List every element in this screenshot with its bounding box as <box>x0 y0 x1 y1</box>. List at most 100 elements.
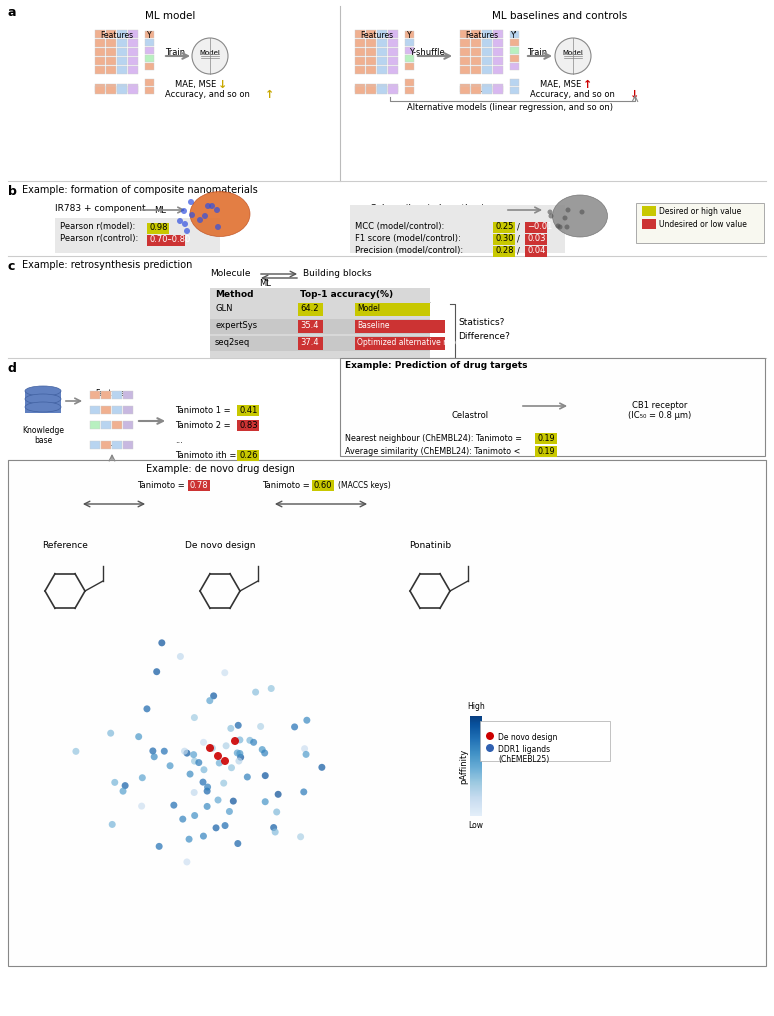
Circle shape <box>303 751 310 758</box>
Bar <box>366 57 376 65</box>
Circle shape <box>300 788 307 796</box>
Bar <box>123 421 133 429</box>
Text: Y-shuffle: Y-shuffle <box>409 48 445 57</box>
Text: d: d <box>8 362 17 375</box>
Bar <box>145 55 154 62</box>
Bar <box>145 79 154 86</box>
Bar <box>493 246 515 257</box>
Text: −0.01: −0.01 <box>527 223 553 231</box>
Bar <box>493 57 503 65</box>
Circle shape <box>122 782 128 789</box>
Circle shape <box>135 734 142 741</box>
Text: Method: Method <box>215 290 254 299</box>
Circle shape <box>318 764 325 771</box>
Text: Model: Model <box>563 50 584 56</box>
Bar <box>117 48 127 56</box>
Text: (ChEMEBL25): (ChEMEBL25) <box>498 755 550 764</box>
Circle shape <box>228 724 235 732</box>
Bar <box>525 246 547 257</box>
Circle shape <box>186 836 193 842</box>
Text: Accuracy, and so on: Accuracy, and so on <box>165 90 250 99</box>
Bar <box>493 66 503 74</box>
Circle shape <box>107 729 115 737</box>
Bar <box>106 39 116 47</box>
Text: Difference?: Difference? <box>458 332 510 341</box>
Bar <box>145 39 154 46</box>
Text: ↓: ↓ <box>630 90 639 100</box>
Bar <box>355 86 365 94</box>
Bar <box>355 39 365 47</box>
Text: Tanimoto 2 =: Tanimoto 2 = <box>175 421 233 430</box>
Circle shape <box>200 778 207 785</box>
Circle shape <box>235 721 241 728</box>
Bar <box>405 79 414 86</box>
Text: Accuracy, and so on: Accuracy, and so on <box>530 90 615 99</box>
Bar <box>471 66 481 74</box>
Text: 0.98: 0.98 <box>149 223 167 232</box>
Bar <box>355 337 445 350</box>
Bar <box>123 465 133 473</box>
Circle shape <box>234 750 241 757</box>
Text: ...: ... <box>175 436 183 445</box>
Circle shape <box>73 748 80 755</box>
Bar <box>510 87 519 94</box>
Bar <box>90 465 100 473</box>
Text: ↑: ↑ <box>265 90 274 100</box>
Text: ML: ML <box>516 206 528 215</box>
Bar <box>117 86 127 94</box>
Text: Average similarity (ChEMBL24): Tanimoto <: Average similarity (ChEMBL24): Tanimoto … <box>345 447 523 456</box>
Bar <box>471 84 481 92</box>
Circle shape <box>486 732 494 740</box>
Text: 0.04: 0.04 <box>527 246 546 255</box>
Bar <box>90 406 100 414</box>
Text: F1 score (model/control):: F1 score (model/control): <box>355 234 461 243</box>
Bar <box>377 39 387 47</box>
Bar <box>460 86 470 94</box>
Text: 0.03: 0.03 <box>527 234 546 243</box>
Text: Reference: Reference <box>42 541 88 550</box>
Bar <box>95 86 105 94</box>
Circle shape <box>195 759 202 766</box>
Text: 37.4: 37.4 <box>300 338 319 347</box>
Circle shape <box>557 225 563 230</box>
Bar <box>95 84 105 92</box>
Circle shape <box>166 762 173 769</box>
Bar <box>237 420 259 431</box>
Bar <box>355 30 365 38</box>
Bar <box>493 39 503 47</box>
Text: /: / <box>517 234 520 243</box>
Bar <box>510 55 519 62</box>
Bar <box>366 30 376 38</box>
Text: Molecule: Molecule <box>210 269 251 278</box>
Bar <box>471 86 481 94</box>
Bar <box>112 421 122 429</box>
Circle shape <box>209 203 215 209</box>
Bar <box>355 48 365 56</box>
Circle shape <box>156 843 163 849</box>
Bar <box>117 30 127 38</box>
Bar <box>101 391 111 399</box>
Bar <box>128 48 138 56</box>
Text: Baseline: Baseline <box>357 321 389 330</box>
Circle shape <box>549 213 553 218</box>
Bar <box>510 47 519 54</box>
Text: Y: Y <box>147 31 151 40</box>
Circle shape <box>200 766 207 773</box>
Text: ↑: ↑ <box>583 80 592 90</box>
Text: Building blocks: Building blocks <box>303 269 372 278</box>
Bar <box>405 63 414 70</box>
Text: ...: ... <box>509 84 519 94</box>
Bar <box>117 66 127 74</box>
Text: GLN: GLN <box>215 304 232 313</box>
Bar <box>377 86 387 94</box>
Circle shape <box>119 787 126 795</box>
Circle shape <box>563 215 567 220</box>
Bar <box>95 30 105 38</box>
Text: Y': Y' <box>511 31 517 40</box>
Circle shape <box>214 752 222 760</box>
Circle shape <box>261 750 268 757</box>
Circle shape <box>183 859 190 866</box>
Text: Train: Train <box>165 48 185 57</box>
Text: IR783 + component: IR783 + component <box>55 204 146 213</box>
Circle shape <box>177 218 183 224</box>
